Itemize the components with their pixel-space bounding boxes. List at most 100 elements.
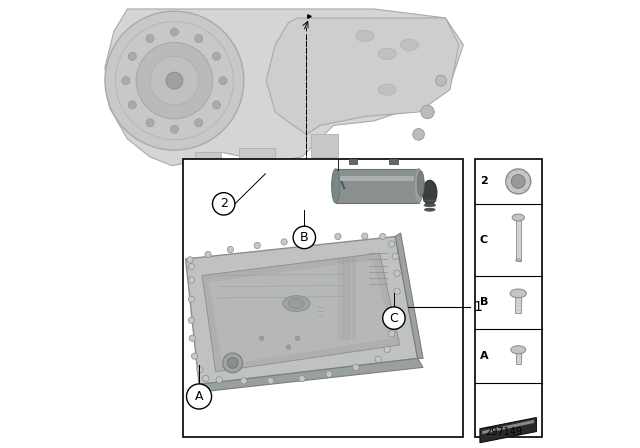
Circle shape <box>223 353 243 373</box>
Circle shape <box>295 336 300 340</box>
Ellipse shape <box>424 199 436 202</box>
Circle shape <box>227 358 238 368</box>
Text: B: B <box>480 297 488 307</box>
Circle shape <box>188 263 195 270</box>
Circle shape <box>388 241 395 247</box>
Circle shape <box>205 251 211 258</box>
Circle shape <box>281 239 287 245</box>
Bar <box>349 159 357 164</box>
Circle shape <box>170 28 179 36</box>
Circle shape <box>227 246 234 253</box>
Circle shape <box>212 101 221 109</box>
Polygon shape <box>482 420 534 434</box>
Circle shape <box>150 56 198 105</box>
Circle shape <box>308 236 314 242</box>
Circle shape <box>195 119 203 127</box>
Circle shape <box>188 317 195 323</box>
Circle shape <box>392 310 399 317</box>
Circle shape <box>326 371 332 377</box>
Circle shape <box>362 233 368 239</box>
Ellipse shape <box>356 30 374 41</box>
Bar <box>515 292 521 313</box>
Ellipse shape <box>516 259 521 261</box>
Text: 2: 2 <box>480 177 488 186</box>
Circle shape <box>260 336 264 340</box>
Polygon shape <box>186 237 418 384</box>
Bar <box>311 134 338 157</box>
Text: B: B <box>300 231 308 244</box>
Text: —: — <box>317 313 323 319</box>
Circle shape <box>186 384 212 409</box>
Circle shape <box>335 233 341 240</box>
Ellipse shape <box>511 346 526 354</box>
Circle shape <box>384 346 390 353</box>
Circle shape <box>146 34 154 43</box>
Bar <box>335 169 419 203</box>
Circle shape <box>128 52 136 60</box>
Ellipse shape <box>424 203 436 207</box>
Circle shape <box>219 77 227 85</box>
Circle shape <box>421 105 435 119</box>
Circle shape <box>203 375 209 382</box>
Circle shape <box>187 257 193 263</box>
Text: 297149: 297149 <box>485 427 522 437</box>
Circle shape <box>146 119 154 127</box>
Polygon shape <box>396 233 423 358</box>
Circle shape <box>287 345 291 349</box>
Circle shape <box>394 288 400 294</box>
Circle shape <box>413 129 424 140</box>
Circle shape <box>506 169 531 194</box>
Ellipse shape <box>510 289 526 298</box>
Ellipse shape <box>378 84 396 95</box>
Circle shape <box>122 77 130 85</box>
Circle shape <box>188 296 195 302</box>
Circle shape <box>170 125 179 134</box>
Circle shape <box>189 335 195 341</box>
Text: C: C <box>480 235 488 245</box>
Polygon shape <box>202 253 400 372</box>
Circle shape <box>191 353 198 359</box>
Text: 1: 1 <box>474 300 483 314</box>
Text: —: — <box>317 304 323 310</box>
Circle shape <box>188 277 195 283</box>
Circle shape <box>241 378 247 384</box>
Polygon shape <box>209 260 393 365</box>
Circle shape <box>380 233 386 240</box>
Ellipse shape <box>283 296 310 311</box>
Text: A: A <box>195 390 204 403</box>
Ellipse shape <box>417 171 424 196</box>
Bar <box>239 148 275 161</box>
Text: C: C <box>390 311 398 325</box>
Ellipse shape <box>401 39 419 51</box>
Circle shape <box>166 72 183 89</box>
Circle shape <box>436 75 446 86</box>
Circle shape <box>105 11 244 150</box>
Circle shape <box>136 43 212 119</box>
Polygon shape <box>105 9 463 166</box>
Text: 2: 2 <box>220 197 228 211</box>
Bar <box>516 216 521 261</box>
Ellipse shape <box>332 169 340 203</box>
Polygon shape <box>199 358 423 392</box>
Bar <box>516 349 521 364</box>
Ellipse shape <box>414 169 423 203</box>
Ellipse shape <box>424 208 435 211</box>
Circle shape <box>511 175 525 188</box>
Polygon shape <box>480 418 536 443</box>
Circle shape <box>392 253 399 259</box>
Circle shape <box>212 52 221 60</box>
Circle shape <box>353 364 359 370</box>
Text: —: — <box>317 308 323 314</box>
Circle shape <box>254 242 260 249</box>
Circle shape <box>383 307 405 329</box>
Circle shape <box>216 377 222 383</box>
Bar <box>340 176 414 181</box>
Ellipse shape <box>289 298 304 308</box>
Polygon shape <box>266 18 459 134</box>
Ellipse shape <box>422 180 437 205</box>
Bar <box>183 159 463 437</box>
Circle shape <box>375 356 381 362</box>
Circle shape <box>299 375 305 382</box>
Circle shape <box>212 193 235 215</box>
Ellipse shape <box>378 48 396 59</box>
